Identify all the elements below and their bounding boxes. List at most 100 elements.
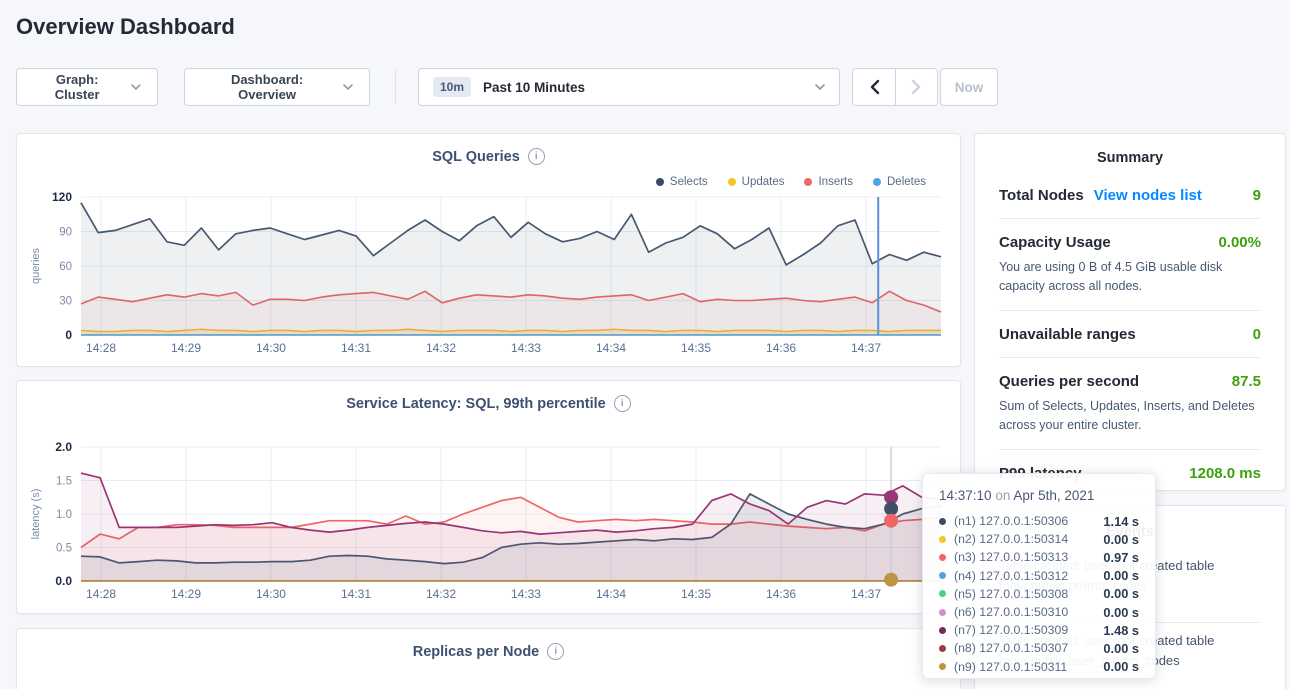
legend-item[interactable]: Inserts: [804, 176, 853, 188]
qps-value: 87.5: [1231, 373, 1261, 390]
svg-text:14:28: 14:28: [86, 587, 116, 601]
svg-text:14:34: 14:34: [596, 587, 626, 601]
svg-text:0.0: 0.0: [55, 574, 72, 588]
legend-dot-icon: [804, 178, 813, 186]
svg-text:14:30: 14:30: [256, 341, 286, 355]
svg-text:14:29: 14:29: [171, 587, 201, 601]
svg-text:90: 90: [59, 227, 72, 239]
chevron-down-icon: [815, 84, 825, 90]
tooltip-row: (n3) 127.0.0.1:50313 0.97 s: [939, 548, 1139, 566]
replicas-header: Replicas per Node i: [17, 629, 960, 660]
controls-divider: [395, 70, 396, 104]
view-nodes-list-link[interactable]: View nodes list: [1093, 187, 1202, 204]
capacity-usage-value: 0.00%: [1218, 234, 1261, 251]
svg-text:14:31: 14:31: [341, 587, 371, 601]
tooltip-row: (n6) 127.0.0.1:50310 0.00 s: [939, 603, 1139, 621]
tooltip-node-label: (n3) 127.0.0.1:50313: [954, 550, 1069, 565]
info-icon[interactable]: i: [527, 148, 545, 165]
svg-text:14:37: 14:37: [851, 587, 881, 601]
summary-row-qps: Queries per second 87.5 Sum of Selects, …: [999, 358, 1261, 450]
tooltip-row: (n8) 127.0.0.1:50307 0.00 s: [939, 639, 1139, 657]
tooltip-row: (n7) 127.0.0.1:50309 1.48 s: [939, 621, 1139, 639]
svg-text:0.5: 0.5: [56, 543, 72, 555]
graph-dropdown[interactable]: Graph: Cluster: [16, 68, 158, 106]
replicas-title: Replicas per Node: [412, 643, 540, 660]
tooltip-node-value: 0.00 s: [1103, 531, 1139, 547]
graph-dropdown-label: Graph: Cluster: [54, 72, 100, 102]
node-dot-icon: [939, 626, 946, 634]
svg-text:14:29: 14:29: [171, 341, 201, 355]
node-dot-icon: [939, 572, 946, 580]
tooltip-row: (n1) 127.0.0.1:50306 1.14 s: [939, 512, 1139, 530]
sql-queries-chart[interactable]: 14:28 14:29 14:30 14:31 14:32 14:33 14:34 14:35…: [17, 134, 960, 366]
tooltip-node-value: 0.00 s: [1103, 604, 1139, 620]
tooltip-node-value: 0.00 s: [1103, 659, 1139, 675]
svg-text:latency (s): latency (s): [30, 489, 42, 540]
total-nodes-value: 9: [1252, 187, 1261, 204]
capacity-usage-desc: You are using 0 B of 4.5 GiB usable disk…: [999, 260, 1223, 293]
legend-dot-icon: [727, 178, 736, 186]
time-range-label: Past 10 Minutes: [483, 79, 586, 95]
info-icon[interactable]: i: [547, 643, 565, 660]
svg-text:1.5: 1.5: [56, 476, 72, 488]
node-dot-icon: [939, 644, 946, 652]
time-next-button[interactable]: [895, 69, 937, 105]
time-range-badge: 10m: [433, 77, 472, 97]
tooltip-row: (n5) 127.0.0.1:50308 0.00 s: [939, 585, 1139, 603]
summary-panel: Summary Total Nodes View nodes list 9 Ca…: [974, 133, 1286, 491]
legend-item[interactable]: Updates: [727, 176, 785, 188]
time-prev-button[interactable]: [853, 69, 895, 105]
tooltip-node-value: 1.14 s: [1103, 513, 1139, 529]
node-dot-icon: [939, 535, 946, 543]
legend-label: Inserts: [818, 176, 853, 188]
svg-text:120: 120: [52, 190, 72, 204]
svg-text:14:28: 14:28: [86, 341, 116, 355]
tooltip-node-label: (n2) 127.0.0.1:50314: [954, 532, 1069, 547]
time-range-picker[interactable]: 10m Past 10 Minutes: [418, 68, 840, 106]
chevron-right-icon: [911, 79, 921, 95]
latency-header: Service Latency: SQL, 99th percentile i: [17, 381, 960, 412]
unavailable-ranges-label: Unavailable ranges: [999, 326, 1136, 343]
legend-item[interactable]: Selects: [655, 176, 708, 188]
tooltip-row: (n9) 127.0.0.1:50311 0.00 s: [939, 658, 1139, 676]
svg-text:2.0: 2.0: [55, 440, 72, 454]
tooltip-timestamp: 14:37:10 on Apr 5th, 2021: [939, 488, 1139, 503]
svg-text:14:37: 14:37: [851, 341, 881, 355]
tooltip-on: on: [995, 488, 1011, 503]
summary-row-unavailable: Unavailable ranges 0: [999, 311, 1261, 358]
now-button[interactable]: Now: [940, 68, 998, 106]
legend-item[interactable]: Deletes: [873, 176, 926, 188]
svg-text:14:35: 14:35: [681, 587, 711, 601]
tooltip-row: (n2) 127.0.0.1:50314 0.00 s: [939, 530, 1139, 548]
dashboard-dropdown[interactable]: Dashboard: Overview: [184, 68, 370, 106]
node-dot-icon: [939, 608, 946, 616]
svg-text:14:36: 14:36: [766, 341, 796, 355]
svg-text:14:30: 14:30: [256, 587, 286, 601]
chevron-down-icon: [343, 84, 353, 90]
latency-card: Service Latency: SQL, 99th percentile i …: [16, 380, 961, 614]
svg-text:60: 60: [59, 261, 72, 273]
info-icon[interactable]: i: [613, 395, 631, 412]
total-nodes-label: Total Nodes: [999, 187, 1084, 204]
tooltip-row: (n4) 127.0.0.1:50312 0.00 s: [939, 567, 1139, 585]
legend-label: Selects: [669, 176, 708, 188]
legend-label: Updates: [741, 176, 785, 188]
sql-queries-title: SQL Queries: [432, 148, 520, 165]
tooltip-rows: (n1) 127.0.0.1:50306 1.14 s (n2) 127.0.0…: [939, 512, 1139, 676]
tooltip-node-value: 1.48 s: [1103, 622, 1139, 638]
sql-queries-header: SQL Queries i: [17, 134, 960, 165]
chevron-left-icon: [870, 79, 879, 95]
tooltip-node-value: 0.97 s: [1103, 549, 1139, 565]
sql-queries-card: SQL Queries i Selects Updates Inserts De…: [16, 133, 961, 367]
node-dot-icon: [939, 517, 946, 525]
node-dot-icon: [939, 590, 946, 598]
svg-text:queries: queries: [30, 247, 42, 284]
p99-latency-value: 1208.0 ms: [1189, 465, 1261, 482]
summary-row-capacity: Capacity Usage 0.00% You are using 0 B o…: [999, 219, 1261, 311]
tooltip-node-value: 0.00 s: [1103, 586, 1139, 602]
time-nav-group: [852, 68, 938, 106]
svg-text:14:33: 14:33: [511, 587, 541, 601]
controls-bar: Graph: Cluster Dashboard: Overview 10m P…: [0, 68, 1290, 106]
latency-chart[interactable]: 14:28 14:29 14:30 14:31 14:32 14:33 14:34 14:35…: [17, 381, 960, 613]
